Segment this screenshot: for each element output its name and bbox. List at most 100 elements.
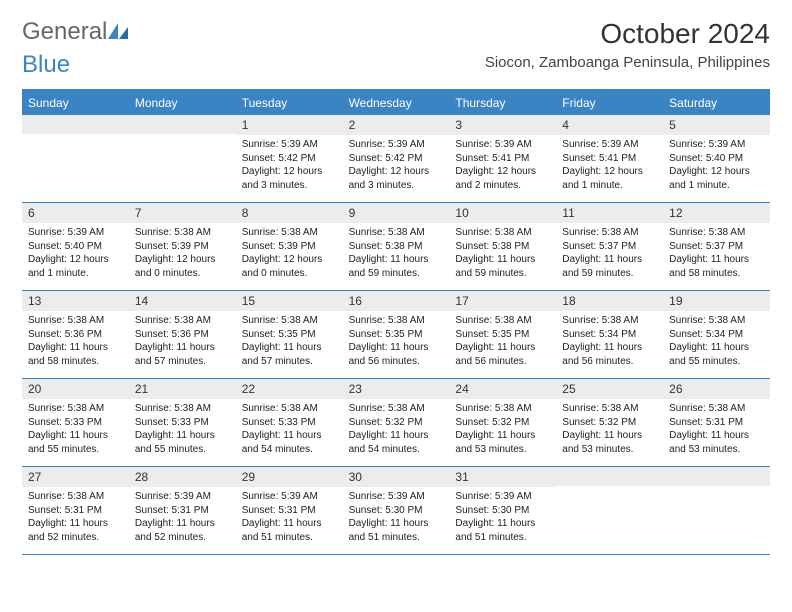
day-cell: 16Sunrise: 5:38 AMSunset: 5:35 PMDayligh…: [343, 291, 450, 378]
day-cell: 23Sunrise: 5:38 AMSunset: 5:32 PMDayligh…: [343, 379, 450, 466]
day-body: Sunrise: 5:39 AMSunset: 5:41 PMDaylight:…: [556, 135, 663, 202]
day-body: Sunrise: 5:39 AMSunset: 5:31 PMDaylight:…: [129, 487, 236, 554]
day-body: Sunrise: 5:39 AMSunset: 5:40 PMDaylight:…: [663, 135, 770, 202]
weekday-label: Tuesday: [236, 91, 343, 115]
day-number: 29: [236, 467, 343, 487]
day-number: [556, 467, 663, 486]
day-number: 22: [236, 379, 343, 399]
day-cell: 13Sunrise: 5:38 AMSunset: 5:36 PMDayligh…: [22, 291, 129, 378]
day-body: Sunrise: 5:38 AMSunset: 5:32 PMDaylight:…: [343, 399, 450, 466]
day-number: [663, 467, 770, 486]
logo-sail-icon: [108, 23, 130, 41]
day-cell: 15Sunrise: 5:38 AMSunset: 5:35 PMDayligh…: [236, 291, 343, 378]
day-cell: 21Sunrise: 5:38 AMSunset: 5:33 PMDayligh…: [129, 379, 236, 466]
day-body: Sunrise: 5:38 AMSunset: 5:37 PMDaylight:…: [556, 223, 663, 290]
day-cell: 27Sunrise: 5:38 AMSunset: 5:31 PMDayligh…: [22, 467, 129, 554]
day-cell: [556, 467, 663, 554]
day-cell: [129, 115, 236, 202]
day-body: [556, 486, 663, 548]
day-body: Sunrise: 5:38 AMSunset: 5:35 PMDaylight:…: [343, 311, 450, 378]
day-number: 7: [129, 203, 236, 223]
day-body: [663, 486, 770, 548]
day-number: 20: [22, 379, 129, 399]
day-cell: 19Sunrise: 5:38 AMSunset: 5:34 PMDayligh…: [663, 291, 770, 378]
day-cell: [22, 115, 129, 202]
day-body: Sunrise: 5:38 AMSunset: 5:36 PMDaylight:…: [129, 311, 236, 378]
weekday-label: Monday: [129, 91, 236, 115]
logo: General: [22, 18, 130, 46]
day-cell: 4Sunrise: 5:39 AMSunset: 5:41 PMDaylight…: [556, 115, 663, 202]
day-body: [129, 134, 236, 196]
day-body: Sunrise: 5:38 AMSunset: 5:39 PMDaylight:…: [236, 223, 343, 290]
logo-text-1: General: [22, 18, 107, 46]
day-number: 18: [556, 291, 663, 311]
day-body: Sunrise: 5:38 AMSunset: 5:32 PMDaylight:…: [449, 399, 556, 466]
day-number: 8: [236, 203, 343, 223]
day-number: 27: [22, 467, 129, 487]
week-row: 20Sunrise: 5:38 AMSunset: 5:33 PMDayligh…: [22, 379, 770, 467]
day-cell: 29Sunrise: 5:39 AMSunset: 5:31 PMDayligh…: [236, 467, 343, 554]
day-body: Sunrise: 5:39 AMSunset: 5:30 PMDaylight:…: [343, 487, 450, 554]
day-number: [129, 115, 236, 134]
day-number: [22, 115, 129, 134]
day-number: 2: [343, 115, 450, 135]
day-number: 14: [129, 291, 236, 311]
day-number: 31: [449, 467, 556, 487]
day-cell: 17Sunrise: 5:38 AMSunset: 5:35 PMDayligh…: [449, 291, 556, 378]
day-number: 3: [449, 115, 556, 135]
weekday-label: Sunday: [22, 91, 129, 115]
day-body: Sunrise: 5:39 AMSunset: 5:30 PMDaylight:…: [449, 487, 556, 554]
day-cell: 2Sunrise: 5:39 AMSunset: 5:42 PMDaylight…: [343, 115, 450, 202]
day-number: 30: [343, 467, 450, 487]
week-row: 6Sunrise: 5:39 AMSunset: 5:40 PMDaylight…: [22, 203, 770, 291]
day-cell: 10Sunrise: 5:38 AMSunset: 5:38 PMDayligh…: [449, 203, 556, 290]
day-body: Sunrise: 5:38 AMSunset: 5:35 PMDaylight:…: [449, 311, 556, 378]
day-body: Sunrise: 5:38 AMSunset: 5:33 PMDaylight:…: [236, 399, 343, 466]
day-cell: 5Sunrise: 5:39 AMSunset: 5:40 PMDaylight…: [663, 115, 770, 202]
day-number: 28: [129, 467, 236, 487]
day-number: 4: [556, 115, 663, 135]
day-number: 24: [449, 379, 556, 399]
day-cell: 7Sunrise: 5:38 AMSunset: 5:39 PMDaylight…: [129, 203, 236, 290]
day-cell: 11Sunrise: 5:38 AMSunset: 5:37 PMDayligh…: [556, 203, 663, 290]
day-body: Sunrise: 5:38 AMSunset: 5:38 PMDaylight:…: [449, 223, 556, 290]
day-number: 17: [449, 291, 556, 311]
day-number: 15: [236, 291, 343, 311]
day-cell: 26Sunrise: 5:38 AMSunset: 5:31 PMDayligh…: [663, 379, 770, 466]
day-cell: 20Sunrise: 5:38 AMSunset: 5:33 PMDayligh…: [22, 379, 129, 466]
day-number: 26: [663, 379, 770, 399]
day-number: 21: [129, 379, 236, 399]
day-number: 9: [343, 203, 450, 223]
day-number: 16: [343, 291, 450, 311]
day-cell: 30Sunrise: 5:39 AMSunset: 5:30 PMDayligh…: [343, 467, 450, 554]
day-cell: 9Sunrise: 5:38 AMSunset: 5:38 PMDaylight…: [343, 203, 450, 290]
day-number: 25: [556, 379, 663, 399]
day-body: Sunrise: 5:38 AMSunset: 5:33 PMDaylight:…: [22, 399, 129, 466]
day-body: Sunrise: 5:39 AMSunset: 5:42 PMDaylight:…: [343, 135, 450, 202]
day-body: Sunrise: 5:39 AMSunset: 5:31 PMDaylight:…: [236, 487, 343, 554]
weekday-label: Thursday: [449, 91, 556, 115]
weeks-container: 1Sunrise: 5:39 AMSunset: 5:42 PMDaylight…: [22, 115, 770, 555]
day-body: Sunrise: 5:39 AMSunset: 5:40 PMDaylight:…: [22, 223, 129, 290]
day-cell: 18Sunrise: 5:38 AMSunset: 5:34 PMDayligh…: [556, 291, 663, 378]
day-body: Sunrise: 5:39 AMSunset: 5:41 PMDaylight:…: [449, 135, 556, 202]
month-title: October 2024: [485, 18, 770, 50]
day-number: 23: [343, 379, 450, 399]
day-cell: 3Sunrise: 5:39 AMSunset: 5:41 PMDaylight…: [449, 115, 556, 202]
day-number: 13: [22, 291, 129, 311]
day-body: Sunrise: 5:39 AMSunset: 5:42 PMDaylight:…: [236, 135, 343, 202]
day-body: Sunrise: 5:38 AMSunset: 5:34 PMDaylight:…: [663, 311, 770, 378]
day-cell: 8Sunrise: 5:38 AMSunset: 5:39 PMDaylight…: [236, 203, 343, 290]
weekday-label: Friday: [556, 91, 663, 115]
weekday-label: Saturday: [663, 91, 770, 115]
day-body: Sunrise: 5:38 AMSunset: 5:33 PMDaylight:…: [129, 399, 236, 466]
day-cell: 22Sunrise: 5:38 AMSunset: 5:33 PMDayligh…: [236, 379, 343, 466]
day-number: 11: [556, 203, 663, 223]
day-cell: 6Sunrise: 5:39 AMSunset: 5:40 PMDaylight…: [22, 203, 129, 290]
day-number: 10: [449, 203, 556, 223]
day-body: Sunrise: 5:38 AMSunset: 5:35 PMDaylight:…: [236, 311, 343, 378]
day-body: Sunrise: 5:38 AMSunset: 5:31 PMDaylight:…: [22, 487, 129, 554]
day-cell: 12Sunrise: 5:38 AMSunset: 5:37 PMDayligh…: [663, 203, 770, 290]
calendar: SundayMondayTuesdayWednesdayThursdayFrid…: [22, 89, 770, 555]
week-row: 13Sunrise: 5:38 AMSunset: 5:36 PMDayligh…: [22, 291, 770, 379]
